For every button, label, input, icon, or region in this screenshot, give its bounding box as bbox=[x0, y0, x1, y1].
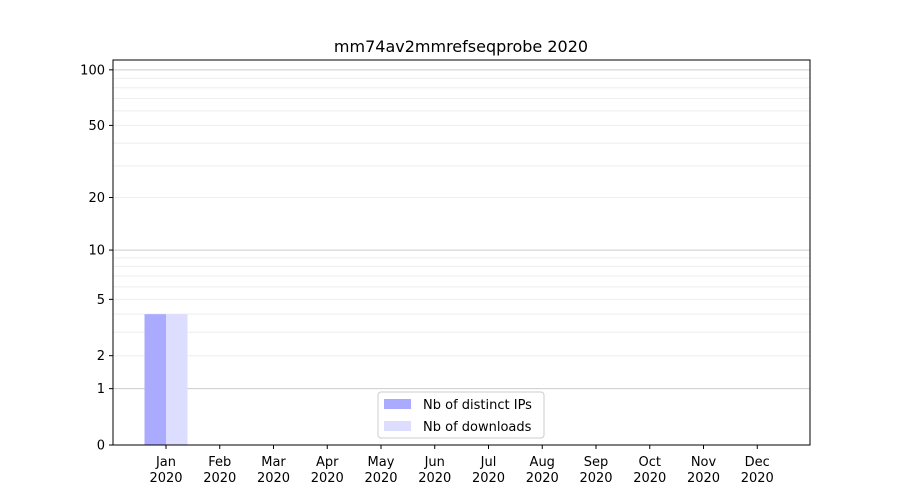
x-tick-label-line: 2020 bbox=[418, 471, 451, 486]
x-tick-label-line: 2020 bbox=[741, 471, 774, 486]
x-tick-label: Dec 2020 bbox=[741, 455, 774, 486]
x-tick-label: Mar 2020 bbox=[257, 455, 290, 486]
legend: Nb of distinct IPs Nb of downloads bbox=[377, 391, 545, 439]
x-tick-label-line: 2020 bbox=[257, 471, 290, 486]
x-tick-label-line: Aug bbox=[530, 455, 555, 470]
legend-swatch bbox=[384, 399, 411, 409]
y-tick-label: 50 bbox=[88, 119, 105, 134]
x-tick-label-line: 2020 bbox=[633, 471, 666, 486]
x-tick-label-line: Mar bbox=[261, 455, 286, 470]
y-tick-label: 10 bbox=[88, 244, 105, 259]
x-tick-label: Feb 2020 bbox=[203, 455, 236, 486]
x-tick-label-line: 2020 bbox=[311, 471, 344, 486]
x-tick-label-line: 2020 bbox=[149, 471, 182, 486]
x-tick-label-line: 2020 bbox=[364, 471, 397, 486]
bar-downloads bbox=[166, 314, 188, 445]
y-tick-label: 0 bbox=[97, 439, 105, 454]
x-tick-label-line: Jan bbox=[155, 455, 176, 470]
x-tick-label-line: 2020 bbox=[687, 471, 720, 486]
x-tick-label: Nov 2020 bbox=[687, 455, 720, 486]
x-tick-label-line: May bbox=[368, 455, 395, 470]
x-tick-label-line: Feb bbox=[208, 455, 231, 470]
x-tick-label: Oct 2020 bbox=[633, 455, 666, 486]
x-tick-label: Sep 2020 bbox=[579, 455, 612, 486]
x-tick-label-line: Apr bbox=[316, 455, 339, 470]
y-tick-label: 20 bbox=[88, 191, 105, 206]
x-tick-label-line: 2020 bbox=[472, 471, 505, 486]
x-tick-label: Jan 2020 bbox=[149, 455, 182, 486]
x-tick-label-line: Jun bbox=[424, 455, 445, 470]
y-tick-label: 2 bbox=[97, 349, 105, 364]
x-tick-label: Aug 2020 bbox=[526, 455, 559, 486]
y-tick-label: 100 bbox=[80, 63, 105, 78]
x-tick-label-line: 2020 bbox=[579, 471, 612, 486]
x-tick-label-line: 2020 bbox=[526, 471, 559, 486]
y-tick-label: 1 bbox=[97, 382, 105, 397]
legend-label: Nb of downloads bbox=[423, 420, 532, 435]
plot-frame bbox=[112, 59, 811, 446]
legend-swatch bbox=[384, 421, 411, 431]
x-tick-label-line: Nov bbox=[691, 455, 717, 470]
x-tick-label-line: Sep bbox=[584, 455, 609, 470]
x-tick-label: Jun 2020 bbox=[418, 455, 451, 486]
bar-distinct-ips bbox=[144, 314, 166, 445]
x-tick-label-line: Dec bbox=[745, 455, 770, 470]
legend-label: Nb of distinct IPs bbox=[423, 398, 532, 413]
x-tick-label-line: Oct bbox=[639, 455, 661, 470]
chart-title: mm74av2mmrefseqprobe 2020 bbox=[334, 37, 588, 56]
x-tick-label: May 2020 bbox=[364, 455, 397, 486]
x-tick-label-line: 2020 bbox=[203, 471, 236, 486]
y-tick-label: 5 bbox=[97, 293, 105, 308]
x-tick-label: Apr 2020 bbox=[311, 455, 344, 486]
x-tick-label-line: Jul bbox=[480, 455, 497, 470]
x-tick-label: Jul 2020 bbox=[472, 455, 505, 486]
